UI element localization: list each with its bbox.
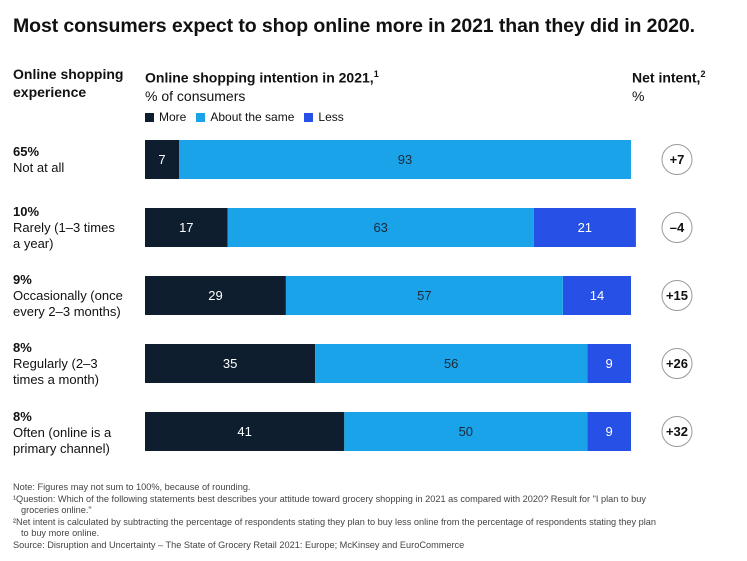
legend-label-less: Less: [318, 110, 344, 124]
bar-segment-less: [533, 208, 636, 247]
bar-segment-less: [587, 344, 631, 383]
bar-value-label-less: 9: [605, 424, 612, 439]
legend-item-same: About the same: [196, 110, 294, 124]
net-intent-value: +7: [670, 152, 685, 167]
footnote-line: Source: Disruption and Uncertainty – The…: [13, 539, 465, 550]
row-label-text: every 2–3 months): [13, 304, 121, 319]
legend-swatch-same: [196, 112, 206, 122]
net-intent-header-title: Net intent,: [632, 69, 701, 86]
row-label-text: primary channel): [13, 441, 110, 456]
net-intent-value: +26: [666, 356, 688, 371]
bar-segment-less: [587, 412, 631, 451]
net-intent-header-unit: %: [632, 87, 645, 104]
bar-value-label-more: 7: [158, 152, 165, 167]
row-label-occasionally: 9% Occasionally (once every 2–3 months): [13, 272, 141, 320]
row-share: 65%: [13, 144, 40, 159]
intention-header-subtitle: % of consumers: [145, 87, 246, 104]
legend-item-less: Less: [304, 110, 344, 124]
bar-segment-more: [145, 276, 286, 315]
net-intent-circle: [661, 212, 693, 243]
bar-segment-same: [285, 276, 563, 315]
intention-footnote-mark: 1: [373, 69, 379, 79]
row-label-text: Rarely (1–3 times: [13, 220, 115, 235]
bar-value-label-more: 17: [179, 220, 193, 235]
bar-value-label-same: 57: [417, 288, 431, 303]
footnote-line: Note: Figures may not sum to 100%, becau…: [13, 482, 251, 492]
footnote-line: ²Net intent is calculated by subtracting…: [13, 516, 657, 527]
stacked-bar-chart: 7 93 +7 17 63 21 –4 29 57 14 +15 35 56 9 +26 41 50 9 +32: [145, 140, 693, 451]
row-label-text: Regularly (2–3: [13, 356, 98, 371]
row-label-rarely: 10% Rarely (1–3 times a year): [13, 204, 141, 252]
net-intent-circle: [661, 144, 693, 175]
bar-value-label-less: 14: [590, 288, 604, 303]
net-intent-circle: [661, 280, 693, 311]
footnotes: Note: Figures may not sum to 100%, becau…: [13, 482, 733, 551]
bar-value-label-more: 29: [208, 288, 222, 303]
row-label-not-at-all: 65% Not at all: [13, 144, 141, 176]
row-label-regularly: 8% Regularly (2–3 times a month): [13, 340, 141, 388]
legend-swatch-more: [145, 112, 154, 122]
net-intent-header: Net intent,2 %: [632, 65, 742, 105]
experience-header-line2: experience: [13, 84, 87, 100]
bar-segment-less: [563, 276, 631, 315]
experience-header: Online shopping experience: [13, 65, 138, 101]
net-intent-value: +15: [666, 288, 688, 303]
row-share: 8%: [13, 409, 32, 424]
intention-header-title: Online shopping intention in 2021,: [145, 69, 374, 86]
bar-segment-more: [145, 412, 345, 451]
chart-title: Most consumers expect to shop online mor…: [13, 15, 695, 37]
bar-segment-same: [179, 140, 631, 179]
row-label-text: Often (online is a: [13, 425, 112, 440]
legend-label-more: More: [159, 110, 187, 124]
bar-value-label-more: 35: [223, 356, 237, 371]
bar-segment-more: [145, 140, 179, 179]
net-intent-circle: [661, 348, 693, 379]
bar-value-label-same: 56: [444, 356, 458, 371]
bar-segment-same: [315, 344, 588, 383]
legend-item-more: More: [145, 110, 186, 124]
row-label-text: Occasionally (once: [13, 288, 123, 303]
footnote-line: ¹Question: Which of the following statem…: [13, 493, 646, 504]
net-intent-value: –4: [670, 220, 685, 235]
bar-segment-same: [227, 208, 534, 247]
intention-header: Online shopping intention in 2021,1 % of…: [145, 65, 445, 105]
net-intent-value: +32: [666, 424, 688, 439]
bar-value-label-same: 63: [373, 220, 387, 235]
footnote-line: to buy more online.: [21, 528, 100, 538]
bar-segment-same: [344, 412, 588, 451]
legend-label-same: About the same: [210, 110, 295, 124]
row-share: 10%: [13, 204, 40, 219]
bar-value-label-more: 41: [237, 424, 251, 439]
legend-swatch-less: [304, 112, 314, 122]
bar-value-label-same: 93: [398, 152, 412, 167]
net-intent-footnote-mark: 2: [700, 69, 706, 79]
row-share: 9%: [13, 272, 32, 287]
legend: More About the same Less: [145, 109, 354, 125]
bar-segment-more: [145, 344, 316, 383]
row-label-text: a year): [13, 236, 54, 251]
row-label-text: Not at all: [13, 160, 65, 175]
bar-value-label-less: 21: [578, 220, 592, 235]
row-label-text: times a month): [13, 372, 99, 387]
experience-header-line1: Online shopping: [13, 66, 124, 82]
bar-value-label-same: 50: [459, 424, 473, 439]
bar-segment-more: [145, 208, 228, 247]
row-share: 8%: [13, 340, 32, 355]
footnote-line: groceries online.": [21, 505, 92, 515]
row-label-often: 8% Often (online is a primary channel): [13, 409, 141, 457]
bar-value-label-less: 9: [605, 356, 612, 371]
net-intent-circle: [661, 416, 693, 447]
